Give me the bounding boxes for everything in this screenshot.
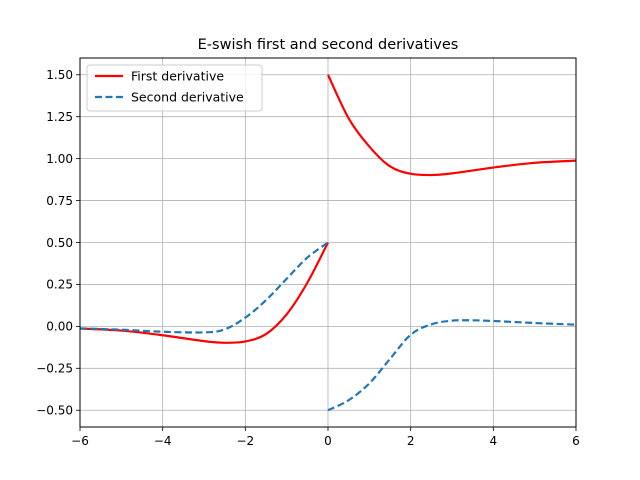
x-tick-label: 4 [490,434,498,448]
y-tick-label: 1.25 [46,110,73,124]
legend-label-first-derivative: First derivative [131,69,224,84]
series-line-first-derivative-segment-1 [79,241,329,344]
x-tick-label: 2 [407,434,415,448]
x-tick-label: 6 [572,434,580,448]
grid-lines [79,58,577,427]
series-lines [79,74,577,412]
legend: First derivative Second derivative [86,64,263,112]
legend-label-second-derivative: Second derivative [131,90,244,105]
y-tick-label: 0.75 [46,194,73,208]
y-tick-label: 0.25 [46,278,73,292]
chart-title: E-swish first and second derivatives [198,37,459,53]
series-line-first-derivative-segment-2 [327,74,577,177]
y-tick-label: 1.00 [46,152,73,166]
x-tick-label: −2 [236,434,254,448]
y-tick-label: 0.50 [46,236,73,250]
axis-ticks: −6 −4 −2 0 2 4 6 −0.50 −0.25 0.00 0.25 0.50 0.75 1.00… [36,68,580,448]
y-tick-label: 0.00 [46,320,73,334]
x-tick-label: 0 [324,434,332,448]
x-tick-label: −6 [71,434,89,448]
y-tick-label: 1.50 [46,68,73,82]
x-tick-label: −4 [154,434,172,448]
y-tick-label: −0.50 [36,404,73,418]
y-tick-label: −0.25 [36,362,73,376]
legend-box [86,64,263,112]
series-line-second-derivative-segment-2 [327,319,577,412]
